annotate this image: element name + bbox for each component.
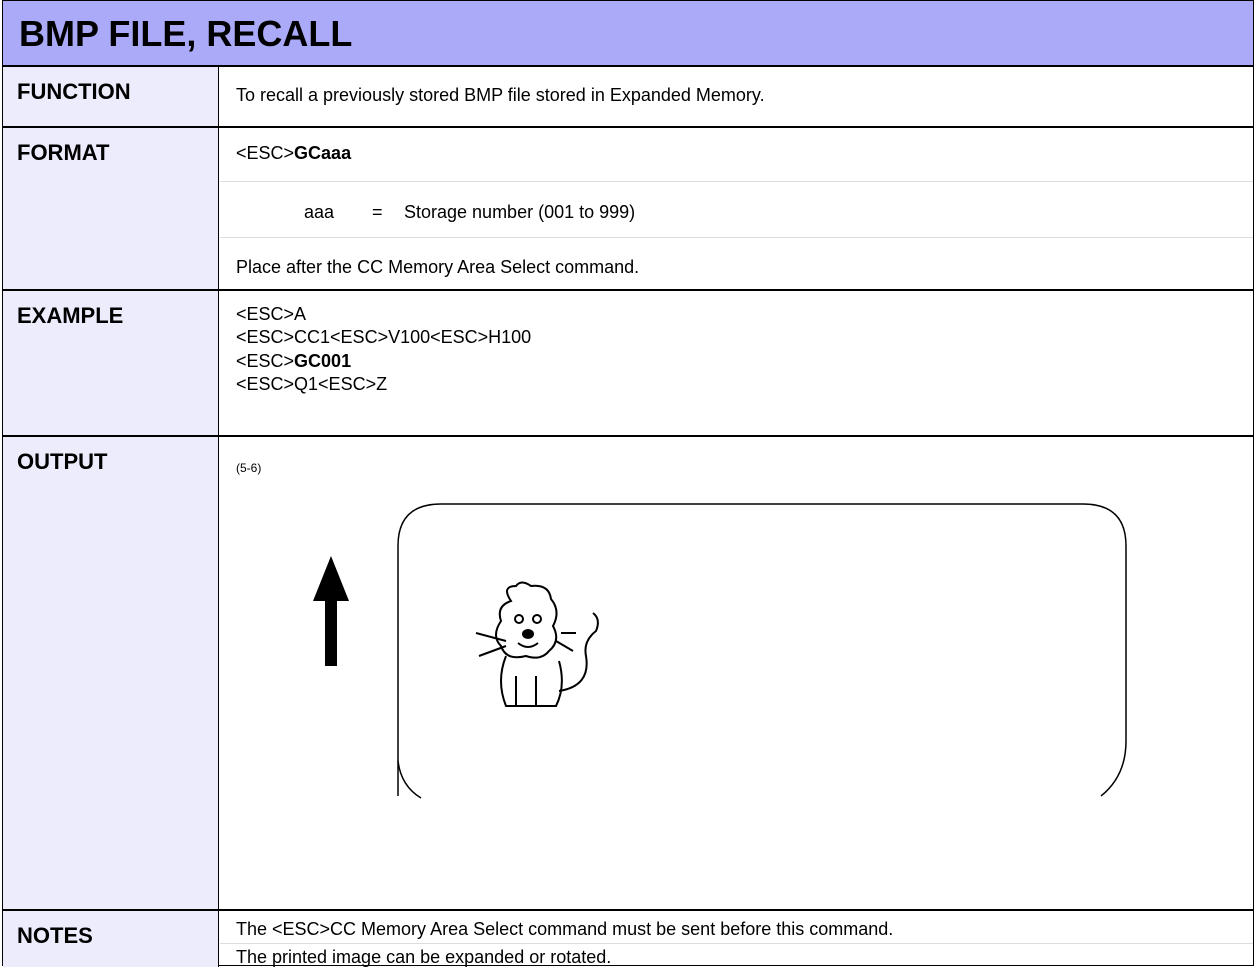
feed-arrow	[313, 556, 349, 666]
prefix: <ESC>	[236, 351, 295, 371]
note: Place after the CC Memory Area Select co…	[236, 257, 640, 277]
output-figure	[313, 503, 1127, 799]
label: OUTPUT	[3, 437, 219, 909]
parameter-line: aaa = Storage number (001 to 999)	[304, 202, 635, 223]
notes-row: NOTES The <ESC>CC Memory Area Select com…	[3, 911, 1253, 967]
code-line: <ESC>GC001	[236, 351, 351, 372]
figure-group	[313, 503, 1127, 799]
syntax: <ESC>GCaaa	[236, 143, 351, 164]
text: To recall a previously stored BMP file s…	[236, 85, 765, 105]
code-line: <ESC>Q1<ESC>Z	[236, 374, 388, 394]
lion-icon	[475, 581, 599, 707]
code-line: <ESC>A	[236, 304, 307, 324]
code-line: <ESC>CC1<ESC>V100<ESC>H100	[236, 327, 532, 347]
note: The printed image can be expanded or rot…	[236, 947, 612, 967]
command: GCaaa	[294, 143, 352, 163]
cell: <ESC>A <ESC>CC1<ESC>V100<ESC>H100 <ESC>G…	[220, 291, 1253, 435]
cell: <ESC>GCaaa aaa = Storage number (001 to 99…	[220, 128, 1253, 289]
divider	[220, 237, 1253, 238]
divider	[220, 181, 1253, 182]
label-corner	[397, 760, 422, 799]
label: EXAMPLE	[3, 291, 219, 435]
equals: =	[372, 202, 383, 222]
cell: (5-6)	[220, 437, 1253, 909]
cell: The <ESC>CC Memory Area Select command m…	[220, 911, 1253, 967]
format-row: FORMAT <ESC>GCaaa aaa = Storage number (00…	[3, 128, 1253, 291]
description: Storage number (001 to 999)	[404, 202, 636, 222]
prefix: <ESC>	[236, 143, 295, 163]
label: FUNCTION	[3, 67, 219, 126]
output-row: OUTPUT (5-6)	[3, 437, 1253, 911]
divider	[220, 943, 1253, 944]
title: BMP FILE, RECALL	[3, 1, 1253, 67]
label-outline	[397, 503, 1127, 797]
parameter: aaa	[304, 202, 335, 222]
command: GC001	[294, 351, 352, 371]
label: FORMAT	[3, 128, 219, 289]
cell: To recall a previously stored BMP file s…	[220, 67, 1253, 126]
figure-ref: (5-6)	[236, 461, 262, 475]
note: The <ESC>CC Memory Area Select command m…	[236, 919, 894, 939]
function-row: FUNCTION To recall a previously stored B…	[3, 67, 1253, 128]
example-row: EXAMPLE <ESC>A <ESC>CC1<ESC>V100<ESC>H10…	[3, 291, 1253, 437]
label: NOTES	[3, 911, 219, 967]
